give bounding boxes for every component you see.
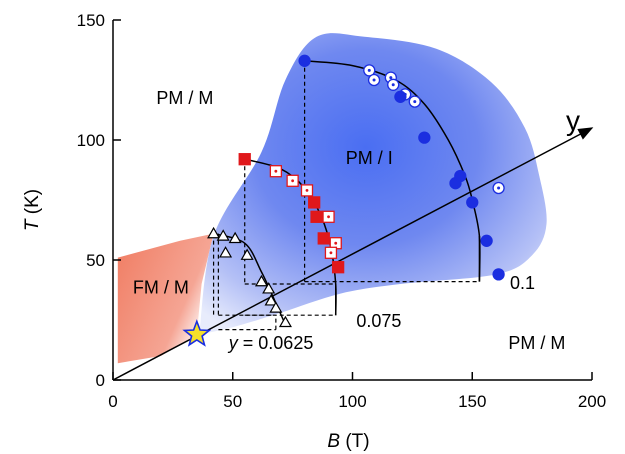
- triangle-marker: [228, 231, 242, 244]
- triangle-marker: [262, 282, 276, 294]
- triangle-marker: [278, 315, 292, 328]
- region-label: PM / M: [156, 88, 213, 108]
- region-label: PM / I: [346, 148, 393, 168]
- triangle-marker: [240, 248, 254, 260]
- x-tick-label: 0: [108, 392, 117, 411]
- square-marker-dot: [334, 241, 338, 245]
- circle-marker: [480, 234, 493, 247]
- phase-regions: [117, 33, 547, 364]
- circle-marker-dot: [497, 186, 501, 190]
- y-axis-var: T: [22, 218, 43, 231]
- composition-var: y: [227, 333, 239, 353]
- triangle-marker: [264, 294, 278, 306]
- x-axis-unit: (T): [340, 431, 370, 452]
- circle-marker: [466, 196, 479, 209]
- square-marker: [310, 210, 323, 223]
- axes: 0 50 100 150 200 0 50 100 150 B (T) T (K): [22, 11, 606, 452]
- circle-marker: [394, 90, 407, 103]
- composition-axis-label: y: [566, 105, 580, 136]
- square-marker: [331, 261, 345, 274]
- circle-marker: [454, 169, 467, 183]
- square-marker-dot: [305, 189, 309, 192]
- square-marker: [317, 232, 330, 245]
- y-axis-title: T (K): [22, 189, 43, 231]
- y-tick-label: 50: [86, 251, 105, 270]
- circle-marker-dot: [413, 100, 417, 104]
- circle-marker: [492, 268, 505, 281]
- composition-label: 0.1: [510, 273, 535, 293]
- circle-marker-dot: [367, 68, 371, 72]
- composition-label: 0.075: [356, 311, 401, 331]
- triangle-marker: [207, 226, 221, 239]
- circle-marker-dot: [389, 76, 393, 80]
- triangle-marker: [216, 229, 230, 241]
- x-axis-title: B (T): [327, 431, 369, 452]
- labels: PM / M PM / I FM / M PM / M y = 0.0625 0.075 0…: [133, 88, 566, 353]
- triangle-marker: [254, 274, 269, 287]
- circle-marker-dot: [391, 83, 395, 87]
- circle-marker-dot: [372, 78, 376, 82]
- fm-region: [117, 233, 214, 364]
- x-tick-label: 200: [578, 392, 606, 411]
- y-tick-label: 100: [77, 131, 105, 150]
- y-axis-unit: (K): [22, 189, 43, 220]
- data-markers: [182, 54, 505, 347]
- composition-label: y = 0.0625: [227, 333, 314, 353]
- y-tick-label: 150: [77, 11, 105, 30]
- triangle-marker: [269, 301, 283, 313]
- square-marker-dot: [291, 179, 295, 183]
- square-marker: [308, 196, 321, 209]
- square-marker: [238, 153, 251, 166]
- x-tick-label: 150: [458, 392, 486, 411]
- x-tick-label: 50: [223, 392, 242, 411]
- square-marker-dot: [329, 251, 333, 255]
- star-marker: [182, 319, 212, 347]
- circle-marker: [298, 54, 311, 67]
- circle-marker: [418, 131, 431, 144]
- square-marker-dot: [327, 215, 330, 219]
- x-axis-var: B: [327, 431, 340, 452]
- square-marker-dot: [274, 169, 278, 173]
- y-tick-label: 0: [96, 371, 105, 390]
- region-label: PM / M: [508, 333, 565, 353]
- region-label: FM / M: [133, 278, 189, 298]
- triangle-marker: [219, 246, 233, 258]
- pi-region: [199, 33, 547, 335]
- x-tick-label: 100: [338, 392, 366, 411]
- composition-value: = 0.0625: [238, 333, 314, 353]
- dashed-guides: [212, 60, 478, 331]
